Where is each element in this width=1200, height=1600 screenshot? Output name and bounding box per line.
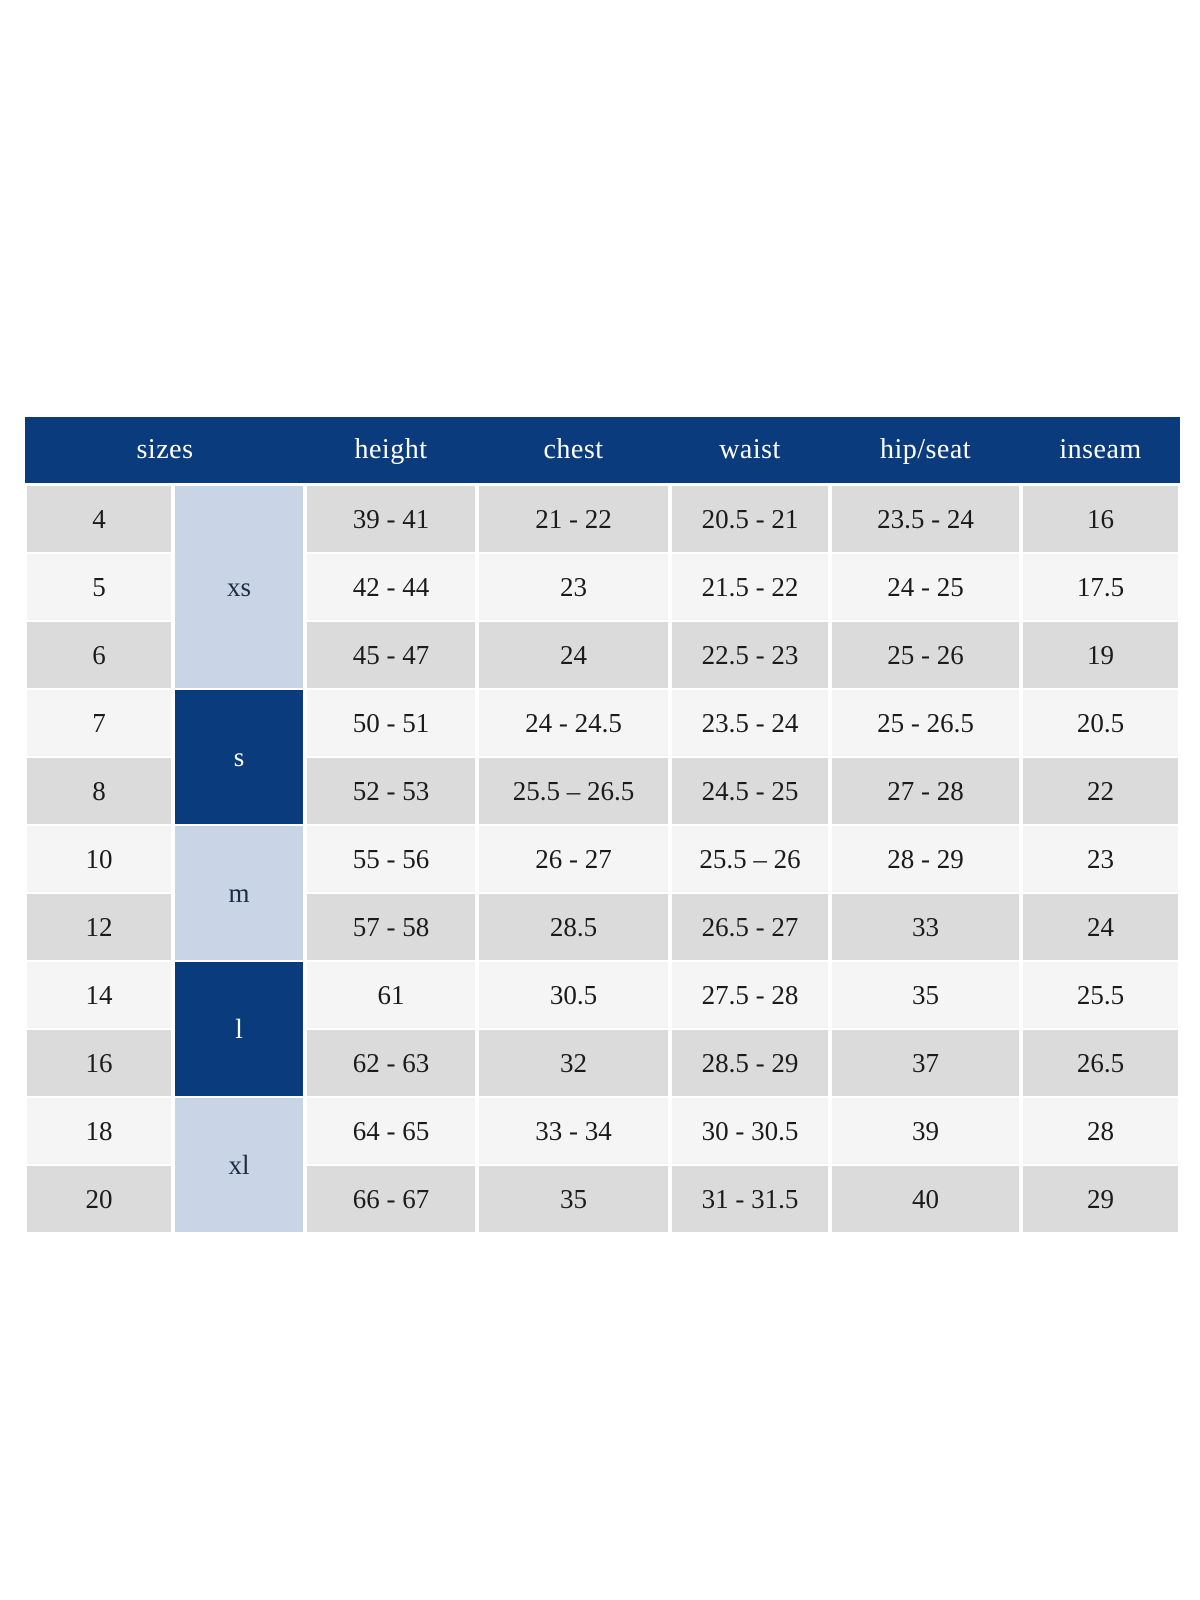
table-row: 16 62 - 63 32 28.5 - 29 37 26.5: [23, 1028, 1182, 1098]
measurement-cell: 35: [828, 960, 1023, 1030]
size-cell: 16: [23, 1028, 175, 1098]
table-row: 12 57 - 58 28.5 26.5 - 27 33 24: [23, 892, 1182, 962]
measurement-cell: 61: [303, 960, 479, 1030]
measurement-cell: 26 - 27: [475, 824, 672, 894]
measurement-cell: 26.5 - 27: [668, 892, 832, 962]
measurement-cell: 62 - 63: [303, 1028, 479, 1098]
measurement-cell: 20.5: [1019, 688, 1182, 758]
measurement-cell: 24: [1019, 892, 1182, 962]
measurement-cell: 32: [475, 1028, 672, 1098]
measurement-cell: 30.5: [475, 960, 672, 1030]
measurement-cell: 39 - 41: [303, 483, 479, 554]
column-header: sizes: [25, 417, 305, 486]
measurement-cell: 31 - 31.5: [668, 1164, 832, 1234]
size-cell: 12: [23, 892, 175, 962]
table-row: 4 xs 39 - 41 21 - 22 20.5 - 21 23.5 - 24 16: [23, 483, 1182, 690]
size-group-cell: m: [171, 824, 307, 962]
measurement-cell: 50 - 51: [303, 688, 479, 758]
measurement-cell: 17.5: [1019, 552, 1182, 622]
measurement-cell: 42 - 44: [303, 552, 479, 622]
measurement-cell: 24 - 25: [828, 552, 1023, 622]
measurement-cell: 35: [475, 1164, 672, 1234]
measurement-cell: 27 - 28: [828, 756, 1023, 826]
column-header: hip/seat: [830, 417, 1021, 486]
measurement-cell: 23.5 - 24: [828, 483, 1023, 554]
table-row: 7 s 50 - 51 24 - 24.5 23.5 - 24 25 - 26.5 20.5: [23, 688, 1182, 826]
size-group-cell: xs: [171, 483, 307, 690]
measurement-cell: 22.5 - 23: [668, 620, 832, 690]
measurement-cell: 21 - 22: [475, 483, 672, 554]
size-cell: 14: [23, 960, 175, 1030]
measurement-cell: 64 - 65: [303, 1096, 479, 1166]
table-row: 14 l 61 30.5 27.5 - 28 35 25.5: [23, 960, 1182, 1098]
measurement-cell: 21.5 - 22: [668, 552, 832, 622]
measurement-cell: 16: [1019, 483, 1182, 554]
size-group-cell: xl: [171, 1096, 307, 1234]
size-group-cell: l: [171, 960, 307, 1098]
table-row: 8 52 - 53 25.5 – 26.5 24.5 - 25 27 - 28 22: [23, 756, 1182, 826]
table-row: 18 xl 64 - 65 33 - 34 30 - 30.5 39 28: [23, 1096, 1182, 1234]
measurement-cell: 33: [828, 892, 1023, 962]
column-header: height: [305, 417, 477, 486]
measurement-cell: 39: [828, 1096, 1023, 1166]
measurement-cell: 57 - 58: [303, 892, 479, 962]
column-header: inseam: [1021, 417, 1180, 486]
measurement-cell: 30 - 30.5: [668, 1096, 832, 1166]
size-cell: 6: [23, 620, 175, 690]
measurement-cell: 25.5 – 26.5: [475, 756, 672, 826]
measurement-cell: 55 - 56: [303, 824, 479, 894]
size-cell: 10: [23, 824, 175, 894]
measurement-cell: 52 - 53: [303, 756, 479, 826]
column-header: chest: [477, 417, 670, 486]
header-row: sizes height chest waist hip/seat inseam: [25, 417, 1180, 486]
column-header: waist: [670, 417, 830, 486]
size-chart-table: sizes height chest waist hip/seat inseam 4 xs 3…: [23, 417, 1182, 1234]
table-row: 20 66 - 67 35 31 - 31.5 40 29: [23, 1164, 1182, 1234]
measurement-cell: 27.5 - 28: [668, 960, 832, 1030]
measurement-cell: 23: [1019, 824, 1182, 894]
table-row: 6 45 - 47 24 22.5 - 23 25 - 26 19: [23, 620, 1182, 690]
measurement-cell: 25.5: [1019, 960, 1182, 1030]
size-cell: 20: [23, 1164, 175, 1234]
table-row: 5 42 - 44 23 21.5 - 22 24 - 25 17.5: [23, 552, 1182, 622]
measurement-cell: 25.5 – 26: [668, 824, 832, 894]
measurement-cell: 28.5 - 29: [668, 1028, 832, 1098]
measurement-cell: 20.5 - 21: [668, 483, 832, 554]
measurement-cell: 40: [828, 1164, 1023, 1234]
table-row: 10 m 55 - 56 26 - 27 25.5 – 26 28 - 29 23: [23, 824, 1182, 962]
size-cell: 5: [23, 552, 175, 622]
size-cell: 4: [23, 483, 175, 554]
size-cell: 18: [23, 1096, 175, 1166]
size-chart: sizes height chest waist hip/seat inseam 4 xs 3…: [23, 417, 1182, 1234]
measurement-cell: 37: [828, 1028, 1023, 1098]
size-cell: 7: [23, 688, 175, 758]
measurement-cell: 33 - 34: [475, 1096, 672, 1166]
size-cell: 8: [23, 756, 175, 826]
measurement-cell: 26.5: [1019, 1028, 1182, 1098]
measurement-cell: 29: [1019, 1164, 1182, 1234]
measurement-cell: 23.5 - 24: [668, 688, 832, 758]
measurement-cell: 24 - 24.5: [475, 688, 672, 758]
measurement-cell: 25 - 26.5: [828, 688, 1023, 758]
measurement-cell: 19: [1019, 620, 1182, 690]
table-body: 4 xs 39 - 41 21 - 22 20.5 - 21 23.5 - 24 16 5 42…: [23, 483, 1182, 1234]
size-group-cell: s: [171, 688, 307, 826]
measurement-cell: 22: [1019, 756, 1182, 826]
measurement-cell: 66 - 67: [303, 1164, 479, 1234]
measurement-cell: 24.5 - 25: [668, 756, 832, 826]
measurement-cell: 28 - 29: [828, 824, 1023, 894]
measurement-cell: 45 - 47: [303, 620, 479, 690]
measurement-cell: 24: [475, 620, 672, 690]
measurement-cell: 28: [1019, 1096, 1182, 1166]
measurement-cell: 25 - 26: [828, 620, 1023, 690]
measurement-cell: 23: [475, 552, 672, 622]
measurement-cell: 28.5: [475, 892, 672, 962]
